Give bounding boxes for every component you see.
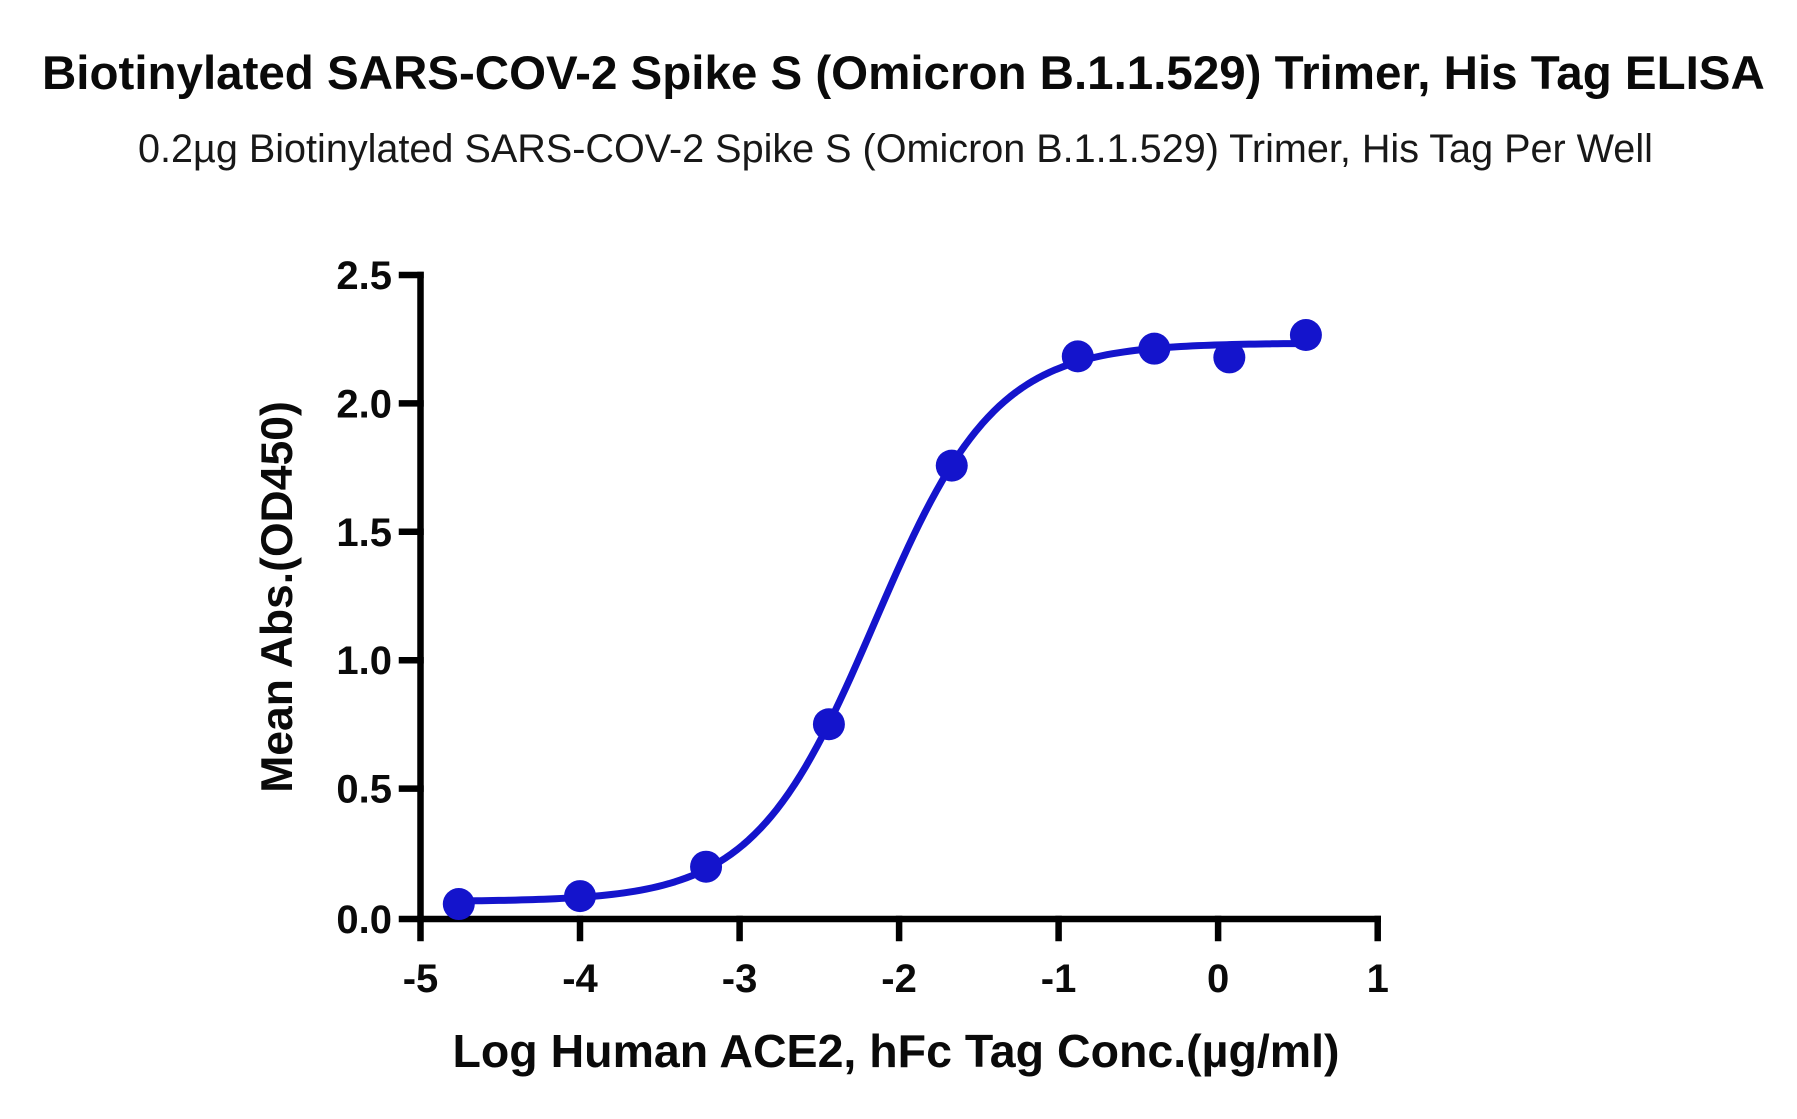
svg-text:1.0: 1.0 [336, 639, 392, 683]
svg-text:-2: -2 [881, 957, 917, 1001]
svg-text:-5: -5 [403, 957, 439, 1001]
svg-text:-4: -4 [562, 957, 598, 1001]
svg-text:0.5: 0.5 [336, 768, 392, 812]
svg-text:-3: -3 [722, 957, 758, 1001]
svg-text:1: 1 [1367, 957, 1389, 1001]
svg-text:Mean Abs.(OD450): Mean Abs.(OD450) [253, 401, 302, 793]
svg-text:2.0: 2.0 [336, 382, 392, 426]
svg-text:2.5: 2.5 [336, 254, 392, 298]
svg-text:Log Human ACE2, hFc Tag Conc.(: Log Human ACE2, hFc Tag Conc.(µg/ml) [452, 1025, 1339, 1077]
svg-text:1.5: 1.5 [336, 511, 392, 555]
svg-text:0.0: 0.0 [336, 898, 392, 942]
svg-text:-1: -1 [1041, 957, 1077, 1001]
svg-text:0: 0 [1207, 957, 1229, 1001]
